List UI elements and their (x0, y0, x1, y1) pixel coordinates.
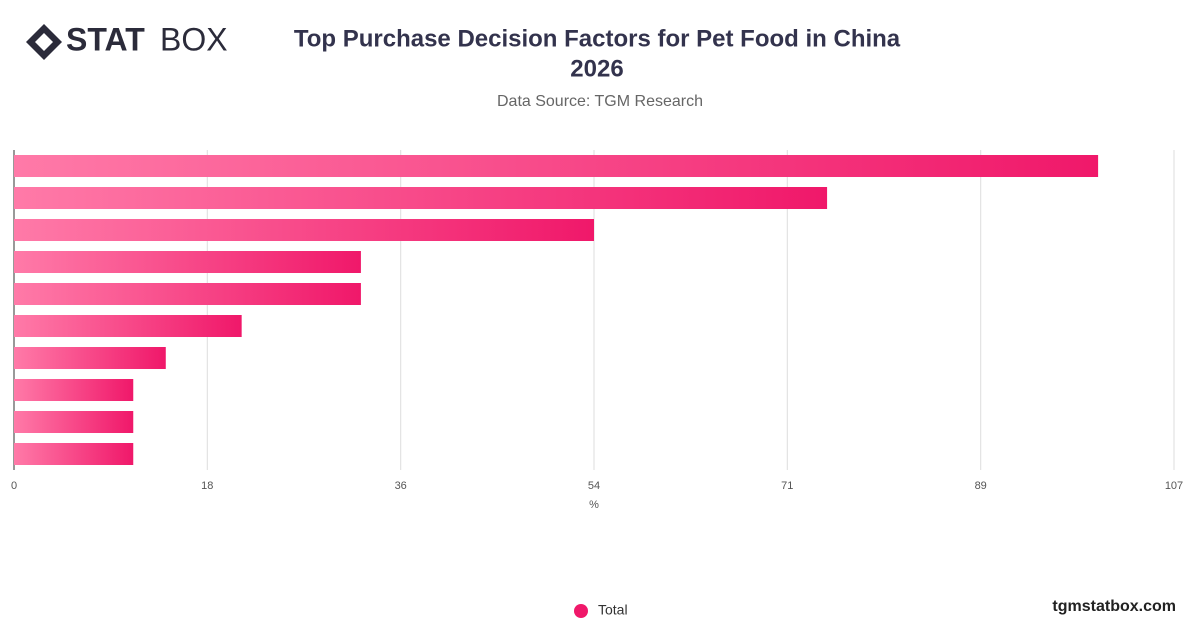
legend-marker (574, 604, 588, 618)
bar (14, 155, 1099, 177)
x-tick-label: 36 (395, 480, 407, 492)
chart-title: Top Purchase Decision Factors for Pet Fo… (294, 25, 901, 52)
x-tick-label: 18 (201, 480, 213, 492)
logo-light: BOX (160, 21, 228, 57)
chart-subtitle: 2026 (570, 55, 623, 82)
bar (14, 443, 134, 465)
x-tick-label: 89 (975, 480, 987, 492)
bar (14, 251, 361, 273)
x-axis-label: % (589, 499, 599, 511)
source: Data Source: TGM Research (497, 93, 703, 110)
bar (14, 379, 134, 401)
x-tick-label: 71 (781, 480, 793, 492)
x-tick-label: 107 (1165, 480, 1183, 492)
bar (14, 219, 594, 241)
bar (14, 187, 828, 209)
logo-bold: STAT (66, 21, 145, 57)
x-tick-label: 0 (11, 480, 17, 492)
bar (14, 315, 242, 337)
bar (14, 411, 134, 433)
logo-icon-inner (35, 33, 53, 51)
logo: STAT BOX (26, 21, 228, 60)
legend-label: Total (598, 602, 628, 618)
bar (14, 347, 166, 369)
footer: tgmstatbox.com (1052, 598, 1176, 615)
x-tick-label: 54 (588, 480, 600, 492)
bar (14, 283, 361, 305)
